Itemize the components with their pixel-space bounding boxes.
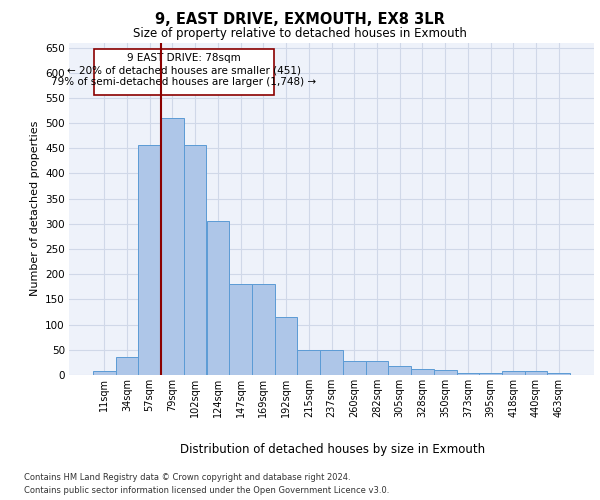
Bar (411, 369, 434, 375)
Bar (365, 362, 388, 375)
Bar (434, 370, 457, 375)
Bar (229, 284, 252, 375)
Bar (547, 373, 570, 375)
Text: 9, EAST DRIVE, EXMOUTH, EX8 3LR: 9, EAST DRIVE, EXMOUTH, EX8 3LR (155, 12, 445, 28)
Text: 79% of semi-detached houses are larger (1,748) →: 79% of semi-detached houses are larger (… (51, 77, 316, 87)
Bar (161, 118, 184, 375)
Text: Size of property relative to detached houses in Exmouth: Size of property relative to detached ho… (133, 28, 467, 40)
Text: 9 EAST DRIVE: 78sqm: 9 EAST DRIVE: 78sqm (127, 52, 241, 62)
Bar (457, 373, 479, 375)
Text: Contains HM Land Registry data © Crown copyright and database right 2024.: Contains HM Land Registry data © Crown c… (24, 472, 350, 482)
Bar (388, 366, 411, 375)
Bar (343, 362, 365, 375)
Bar (320, 350, 343, 375)
Bar (252, 284, 275, 375)
Y-axis label: Number of detached properties: Number of detached properties (29, 121, 40, 296)
Text: ← 20% of detached houses are smaller (451): ← 20% of detached houses are smaller (45… (67, 65, 301, 75)
Bar (524, 372, 547, 375)
Bar (479, 373, 502, 375)
Bar (94, 48, 274, 96)
Bar (298, 350, 320, 375)
Bar (206, 222, 229, 375)
Bar (502, 372, 524, 375)
Bar (275, 317, 298, 375)
Text: Distribution of detached houses by size in Exmouth: Distribution of detached houses by size … (181, 442, 485, 456)
Text: Contains public sector information licensed under the Open Government Licence v3: Contains public sector information licen… (24, 486, 389, 495)
Bar (139, 145, 161, 375)
Bar (93, 372, 116, 375)
Bar (116, 358, 139, 375)
Bar (184, 145, 206, 375)
